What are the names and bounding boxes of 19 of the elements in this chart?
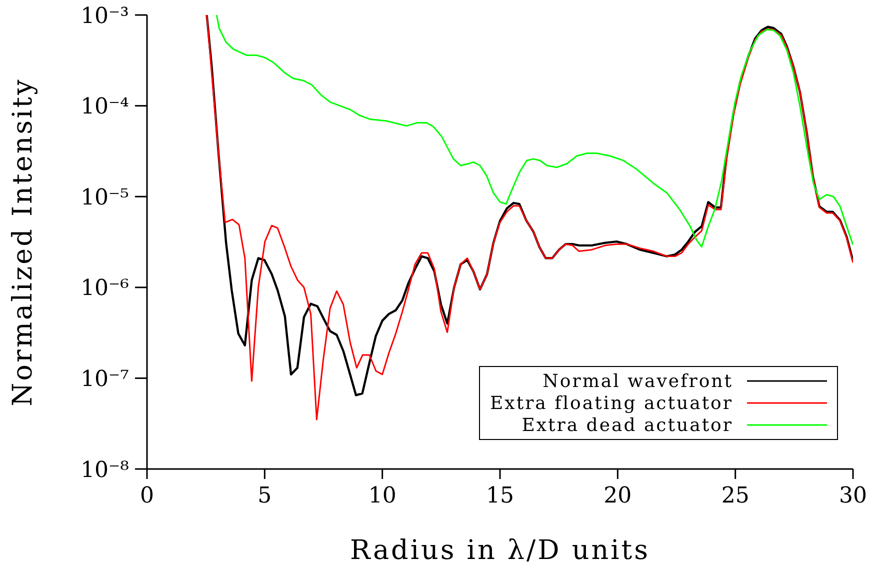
legend-label: Extra floating actuator: [490, 392, 733, 414]
y-tick-label: 10⁻⁷: [80, 367, 130, 392]
legend-label: Extra dead actuator: [522, 414, 733, 436]
y-axis-title: Normalized Intensity: [8, 78, 39, 406]
x-axis-title: Radius in λ/D units: [350, 535, 650, 563]
legend-label: Normal wavefront: [542, 370, 733, 392]
y-tick-label: 10⁻³: [80, 4, 129, 29]
x-tick-label: 20: [604, 484, 632, 509]
x-tick-label: 25: [721, 484, 750, 509]
y-tick-label: 10⁻⁶: [80, 276, 130, 302]
x-tick-label: 5: [258, 484, 272, 509]
y-tick-label: 10⁻⁸: [80, 458, 130, 483]
y-tick-label: 10⁻⁵: [80, 185, 129, 210]
line-series: [216, 15, 853, 248]
x-tick-label: 15: [486, 484, 514, 509]
x-tick-label: 30: [839, 484, 867, 509]
y-tick-label: 10⁻⁴: [80, 94, 130, 120]
x-tick-label: 10: [368, 484, 396, 509]
x-tick-label: 0: [140, 484, 154, 509]
